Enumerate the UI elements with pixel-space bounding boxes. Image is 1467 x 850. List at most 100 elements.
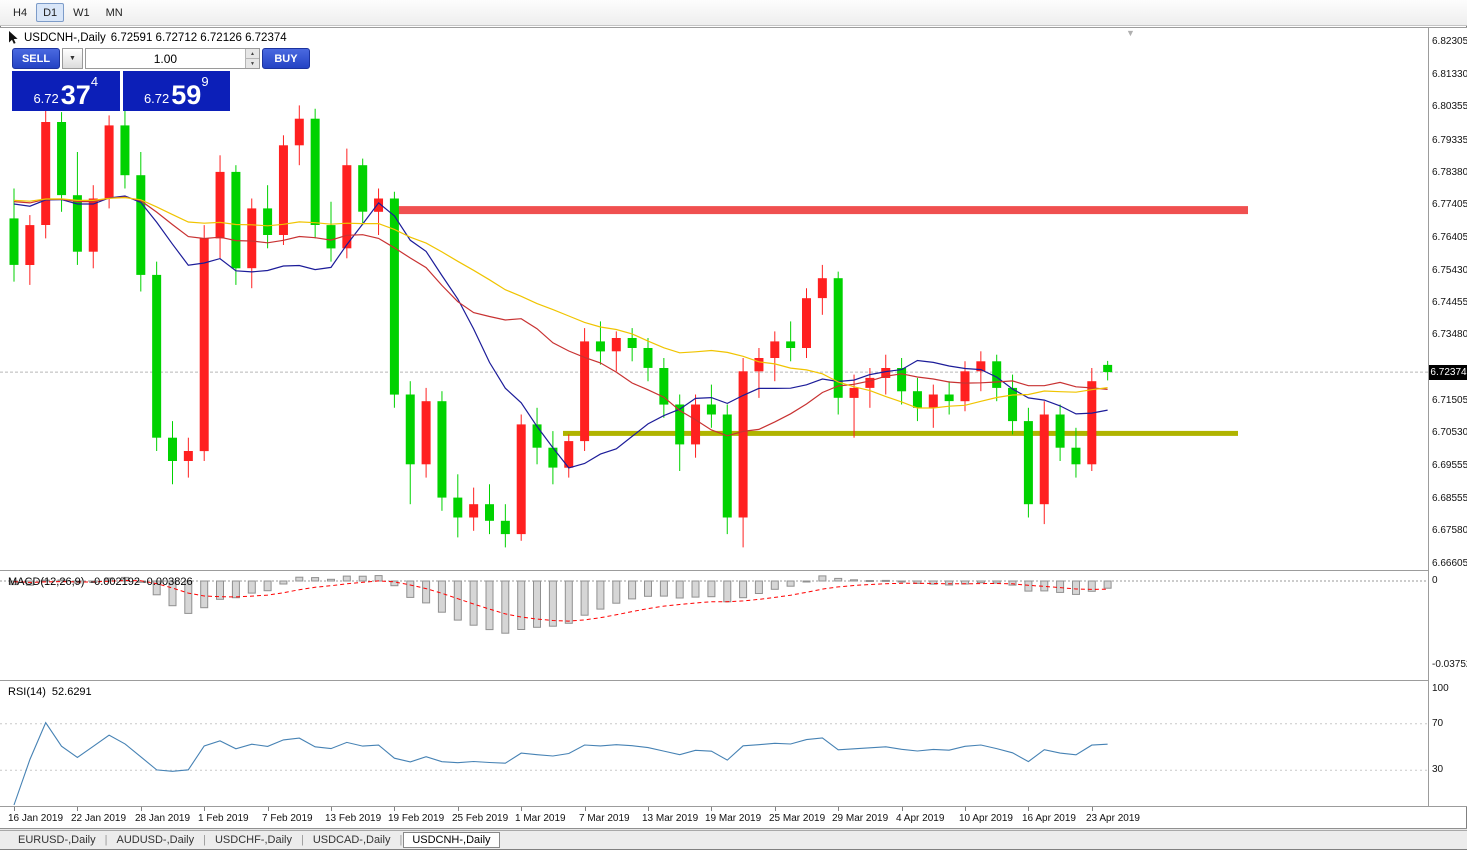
tab-separator: | <box>203 834 206 846</box>
date-tick <box>141 807 142 811</box>
macd-bar <box>865 580 874 582</box>
symbol-info: USDCNH-,Daily 6.72591 6.72712 6.72126 6.… <box>8 31 287 44</box>
macd-bar <box>121 576 129 582</box>
chart-tab-usdcad[interactable]: USDCAD-,Daily <box>312 834 391 846</box>
rsi-chart[interactable] <box>0 681 1428 806</box>
chart-tab-eurusd[interactable]: EURUSD-,Daily <box>18 834 96 846</box>
cursor-icon <box>9 31 18 44</box>
date-tick <box>1092 807 1093 811</box>
status-divider <box>0 828 1467 831</box>
price-axis-label: 6.70530 <box>1432 427 1467 438</box>
sell-price-panel[interactable]: 6.72 37 4 <box>12 71 120 111</box>
timeframe-button-d1[interactable]: D1 <box>36 3 65 22</box>
timeframe-button-w1[interactable]: W1 <box>66 3 97 22</box>
candle-body <box>453 497 463 518</box>
macd-name: MACD(12,26,9) <box>8 576 85 588</box>
rsi-value: 52.6291 <box>51 686 92 698</box>
candle-body <box>611 338 621 352</box>
volume-dropdown-button[interactable]: ▼ <box>62 48 83 69</box>
candle-body <box>928 394 938 408</box>
support-line[interactable] <box>563 430 1238 436</box>
volume-field: ▲ ▼ <box>84 48 260 69</box>
timeframe-button-mn[interactable]: MN <box>99 3 130 22</box>
macd-signal-line <box>13 579 1108 622</box>
macd-bar <box>533 580 541 628</box>
price-axis-label: 6.73480 <box>1432 329 1467 340</box>
candle-body <box>595 341 605 352</box>
macd-bar <box>818 575 827 582</box>
chart-shift-marker[interactable]: ▼ <box>1126 28 1135 38</box>
sell-button[interactable]: SELL <box>12 48 60 69</box>
timeframe-button-h4[interactable]: H4 <box>6 3 34 22</box>
candle-body <box>944 394 954 402</box>
volume-down-button[interactable]: ▼ <box>245 59 259 68</box>
candle-body <box>485 504 494 521</box>
date-label: 4 Apr 2019 <box>896 813 945 824</box>
macd-bar <box>327 578 335 582</box>
candle-body <box>659 368 669 405</box>
macd-chart[interactable] <box>0 571 1428 680</box>
volume-input[interactable] <box>85 49 245 68</box>
date-label: 19 Mar 2019 <box>705 813 762 824</box>
macd-bar <box>406 580 415 598</box>
macd-bar <box>501 580 510 634</box>
macd-bar <box>596 580 605 610</box>
candle-body <box>152 274 162 438</box>
macd-bar <box>279 580 288 585</box>
candle-body <box>548 447 558 468</box>
trade-prices-row: 6.72 37 4 6.72 59 9 <box>12 71 230 111</box>
date-label: 13 Mar 2019 <box>642 813 699 824</box>
chart-tab-audusd[interactable]: AUDUSD-,Daily <box>116 834 195 846</box>
date-tick <box>711 807 712 811</box>
candle-body <box>389 198 399 395</box>
candle-body <box>627 338 637 348</box>
timeframe-button-group: H4 D1 W1 MN <box>6 3 132 22</box>
macd-bar <box>850 579 858 582</box>
macd-bar <box>802 580 811 583</box>
candle-body <box>310 118 320 225</box>
date-label: 25 Mar 2019 <box>769 813 826 824</box>
macd-bar <box>41 579 50 582</box>
macd-bar <box>25 580 34 586</box>
sell-price-sup: 4 <box>90 74 99 89</box>
candle-body <box>754 358 764 372</box>
macd-bar <box>548 580 557 627</box>
candle-body <box>41 122 51 225</box>
price-axis-label: 6.74455 <box>1432 297 1467 308</box>
rsi-line <box>13 721 1108 806</box>
candle-body <box>1023 421 1033 505</box>
macd-bar <box>754 580 763 594</box>
chart-tab-usdcnh[interactable]: USDCNH-,Daily <box>403 832 500 848</box>
candle-body <box>263 208 273 235</box>
date-label: 7 Mar 2019 <box>579 813 630 824</box>
buy-button[interactable]: BUY <box>261 48 310 69</box>
panel-separator-dates <box>0 806 1467 807</box>
macd-bar <box>707 580 716 598</box>
date-tick <box>14 807 15 811</box>
ma-line-12 <box>13 195 1108 469</box>
price-axis-label: 6.79335 <box>1432 135 1467 146</box>
macd-bar <box>453 580 462 621</box>
candle-body <box>643 348 653 368</box>
volume-up-button[interactable]: ▲ <box>245 49 259 59</box>
price-chart[interactable] <box>0 28 1428 570</box>
macd-bar <box>437 580 446 613</box>
price-axis-label: 6.75430 <box>1432 265 1467 276</box>
macd-axis-label: -0.037529 <box>1432 659 1467 670</box>
buy-price-panel[interactable]: 6.72 59 9 <box>122 71 230 111</box>
date-label: 28 Jan 2019 <box>135 813 191 824</box>
chart-tab-usdchf[interactable]: USDCHF-,Daily <box>214 834 292 846</box>
macd-bar <box>739 580 748 599</box>
trade-controls-row: SELL ▼ ▲ ▼ BUY <box>12 48 310 69</box>
macd-bar <box>580 580 589 616</box>
rsi-name: RSI(14) <box>8 686 46 698</box>
macd-bar <box>992 580 1001 584</box>
macd-bar <box>295 576 304 582</box>
macd-bar <box>1087 580 1096 592</box>
sell-price-big: 37 <box>60 80 91 111</box>
macd-bar <box>342 575 351 582</box>
candle-body <box>437 401 447 498</box>
macd-bar <box>390 580 399 587</box>
resistance-line[interactable] <box>397 206 1248 215</box>
candle-body <box>199 238 209 452</box>
